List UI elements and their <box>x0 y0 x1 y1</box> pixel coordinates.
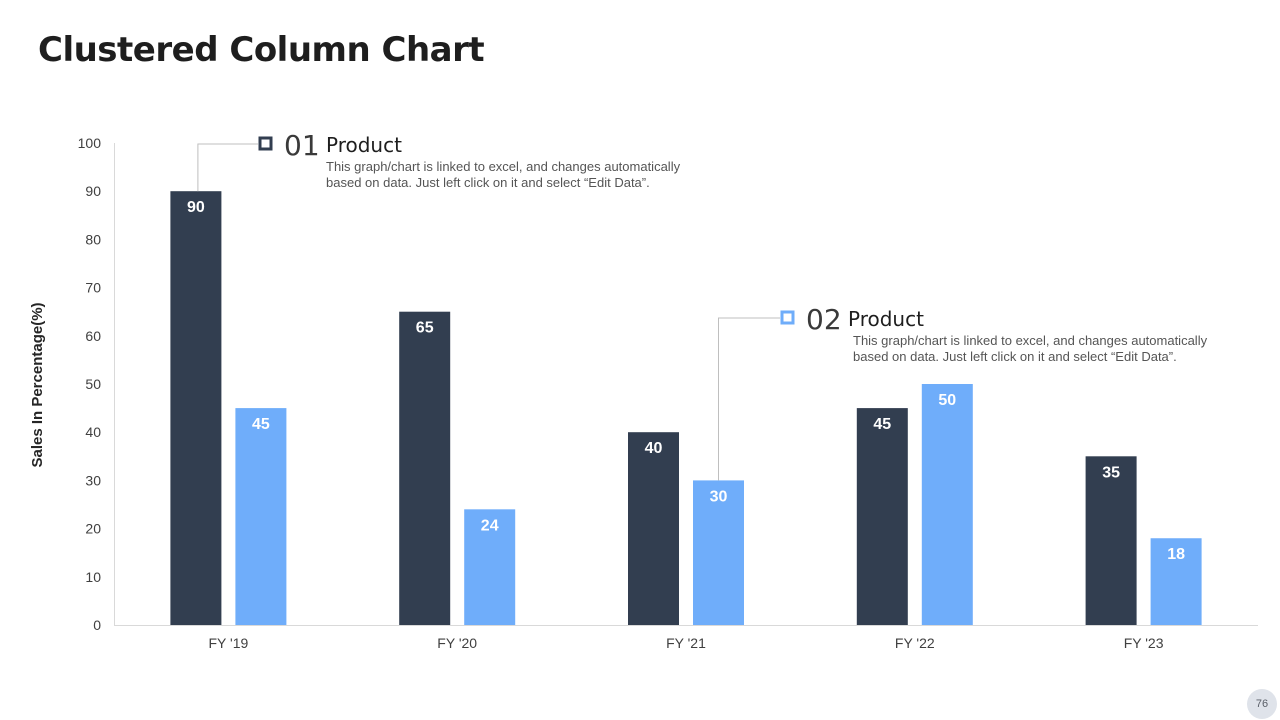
x-axis-ticks: FY '19 FY '20 FY '21 FY '22 FY '23 <box>209 635 1164 651</box>
bar-value-label: 35 <box>1102 464 1120 481</box>
y-tick-label: 50 <box>85 376 101 392</box>
bar-series2-0 <box>235 408 287 625</box>
callout-desc-02-line1: This graph/chart is linked to excel, and… <box>853 333 1208 348</box>
bar-series2-2 <box>693 480 744 625</box>
callout-desc-02-line2: based on data. Just left click on it and… <box>853 349 1177 364</box>
x-tick-label: FY '19 <box>209 635 249 651</box>
callout-product-01: 01 Product This graph/chart is linked to… <box>197 129 681 192</box>
bar-value-label: 18 <box>1167 546 1185 563</box>
bar-series1-2 <box>628 432 679 625</box>
callout-number-01: 01 <box>284 129 320 162</box>
bar-value-label: 65 <box>416 320 434 337</box>
bar-series1-1 <box>399 311 451 625</box>
y-tick-label: 60 <box>85 328 101 344</box>
bar-value-label: 24 <box>481 517 499 534</box>
bar-value-label: 30 <box>710 488 728 505</box>
x-tick-label: FY '21 <box>666 635 706 651</box>
callout-name-01: Product <box>326 133 402 157</box>
y-tick-label: 40 <box>85 424 101 440</box>
y-tick-label: 70 <box>85 280 101 296</box>
bar-series1-0 <box>170 191 222 625</box>
page-title: Clustered Column Chart <box>38 30 485 70</box>
leader-line-02 <box>718 317 780 481</box>
leader-line-01 <box>197 143 258 192</box>
legend-marker-02 <box>780 310 795 325</box>
bar-series1-3 <box>856 408 908 625</box>
bars: 90 45 65 24 40 30 45 50 35 18 <box>170 191 1202 625</box>
y-tick-label: 0 <box>93 617 101 633</box>
y-tick-label: 100 <box>78 135 102 151</box>
legend-marker-01 <box>258 136 273 151</box>
x-tick-label: FY '23 <box>1124 635 1164 651</box>
bar-value-label: 45 <box>252 416 270 433</box>
y-tick-label: 10 <box>85 569 101 585</box>
bar-series2-3 <box>921 384 973 625</box>
callout-number-02: 02 <box>806 303 842 336</box>
y-axis-title: Sales In Percentage(%) <box>29 302 46 467</box>
y-axis-ticks: 0 10 20 30 40 50 60 70 80 90 100 <box>78 135 102 633</box>
x-tick-label: FY '22 <box>895 635 935 651</box>
callout-desc-01-line1: This graph/chart is linked to excel, and… <box>326 159 681 174</box>
x-tick-label: FY '20 <box>437 635 477 651</box>
bar-value-label: 90 <box>187 199 205 216</box>
page-number-badge: 76 <box>1247 689 1277 719</box>
bar-value-label: 45 <box>873 416 891 433</box>
callout-product-02: 02 Product This graph/chart is linked to… <box>718 303 1208 481</box>
bar-series2-1 <box>464 509 516 625</box>
bar-series1-4 <box>1085 456 1137 625</box>
callout-name-02: Product <box>848 307 924 331</box>
y-tick-label: 30 <box>85 472 101 488</box>
y-tick-label: 90 <box>85 183 101 199</box>
y-tick-label: 20 <box>85 521 101 537</box>
y-tick-label: 80 <box>85 231 101 247</box>
bar-series2-4 <box>1150 538 1202 625</box>
callout-desc-01-line2: based on data. Just left click on it and… <box>326 175 650 190</box>
bar-value-label: 40 <box>645 440 663 457</box>
bar-value-label: 50 <box>938 392 956 409</box>
